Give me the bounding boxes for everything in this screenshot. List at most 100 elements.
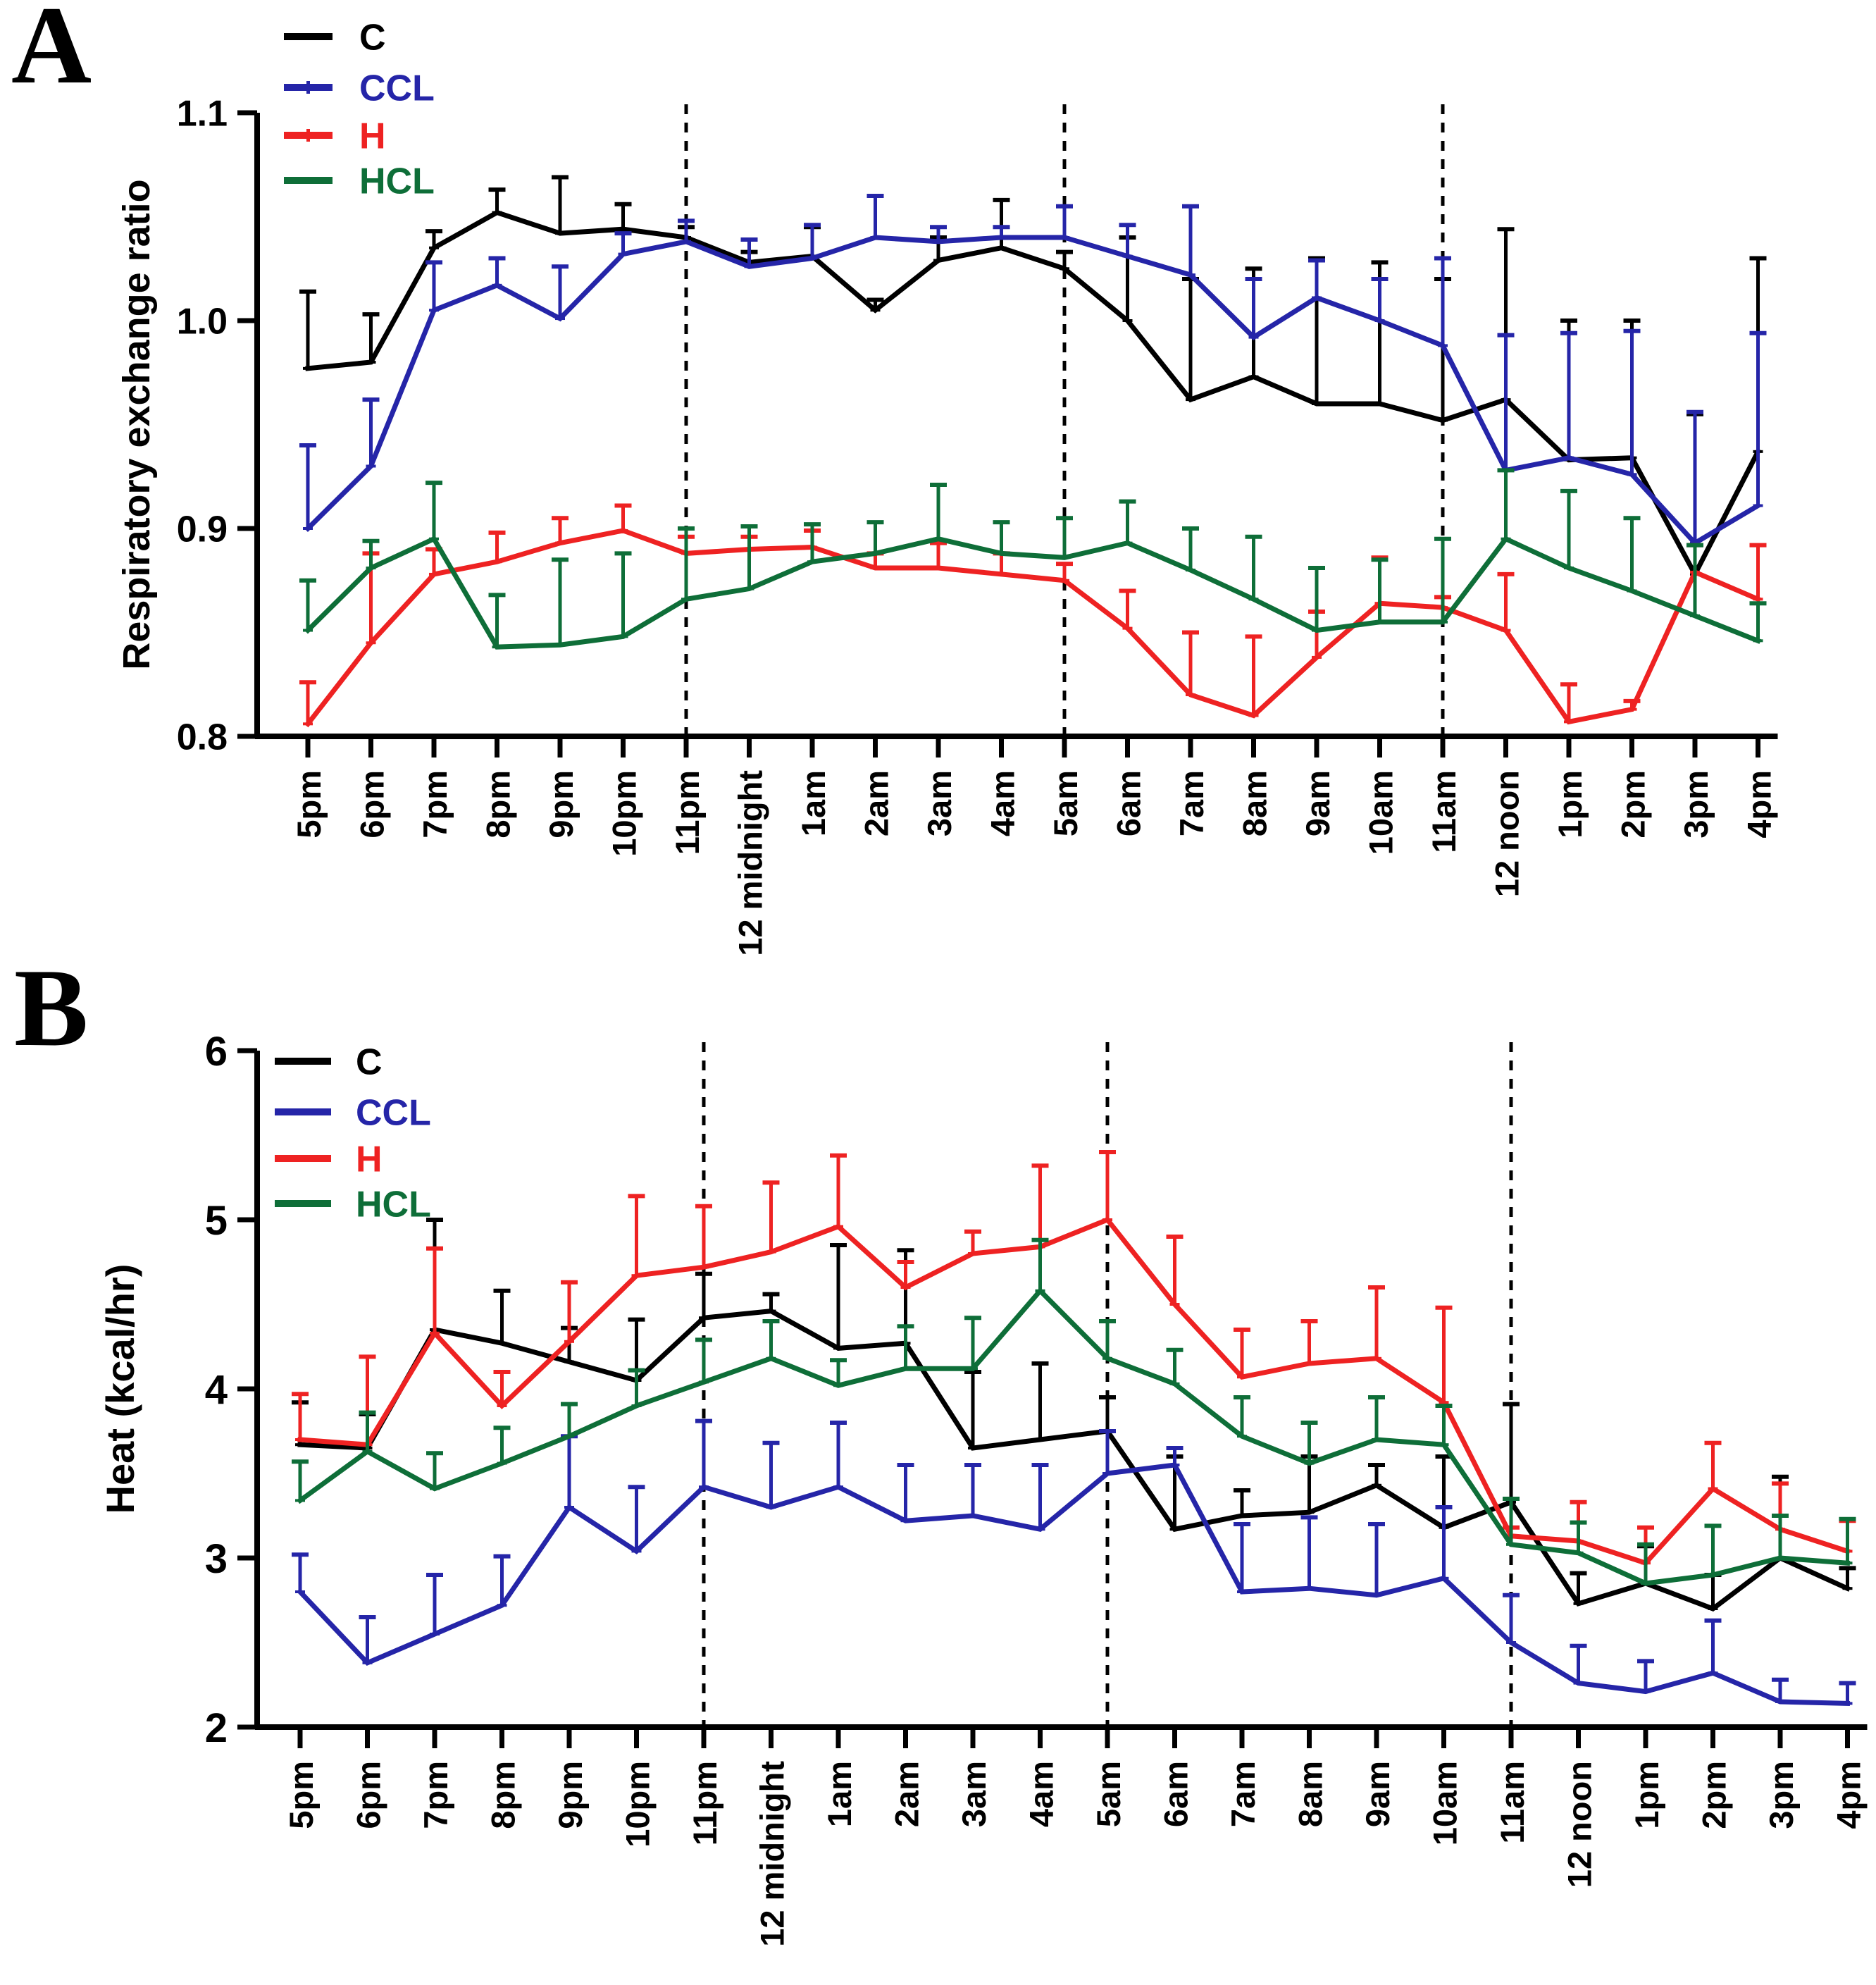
series-C-line bbox=[305, 209, 1762, 580]
x-tick-label-6pm: 6pm bbox=[353, 770, 390, 839]
panel-b-chart: 6 5 4 3 2 5pm 6pm 7pm 8pm 9pm 10pm 11pm 12 midnight 1… bbox=[98, 1029, 1868, 1947]
legend-label-H: H bbox=[356, 1139, 383, 1180]
x-tick-label-7am: 7am bbox=[1224, 1761, 1262, 1827]
legend-label-H: H bbox=[359, 116, 386, 157]
x-tick-label-4am: 4am bbox=[1022, 1761, 1060, 1827]
x-tick-label-10am: 10am bbox=[1426, 1761, 1463, 1845]
series-H bbox=[299, 503, 1767, 728]
x-tick-label-3pm: 3pm bbox=[1677, 770, 1715, 839]
axes: 6 5 4 3 2 5pm 6pm 7pm 8pm 9pm 10pm 11pm 12 midnight 1… bbox=[205, 1029, 1868, 1947]
x-tick-label-2pm: 2pm bbox=[1695, 1761, 1732, 1829]
legend-label-CCL: CCL bbox=[356, 1093, 431, 1134]
series-CCL-error-bars bbox=[292, 1418, 1856, 1705]
x-tick-label-8pm: 8pm bbox=[479, 770, 516, 839]
x-axis-ticks: 5pm 6pm 7pm 8pm 9pm 10pm 11pm 12 midnight 1am 2am… bbox=[282, 1727, 1867, 1947]
series-C-error-bars bbox=[292, 1218, 1856, 1610]
x-tick-label-6pm: 6pm bbox=[349, 1761, 387, 1829]
x-tick-label-9am: 9am bbox=[1299, 770, 1336, 836]
x-tick-label-1pm: 1pm bbox=[1551, 770, 1589, 839]
y-axis-ticks: 1.1 1.0 0.9 0.8 bbox=[177, 94, 257, 758]
series-HCL bbox=[292, 1237, 1856, 1586]
panel-a-letter: A bbox=[11, 0, 92, 107]
x-tick-label-3am: 3am bbox=[921, 770, 958, 836]
legend-label-CCL: CCL bbox=[359, 68, 435, 109]
panel-a-chart: 1.1 1.0 0.9 0.8 5pm 6pm 7pm 8pm 9pm 10pm 11pm 12 mi… bbox=[116, 18, 1778, 956]
x-tick-label-11am: 11am bbox=[1493, 1761, 1531, 1844]
x-tick-label-11pm: 11pm bbox=[669, 770, 706, 855]
x-tick-label-2pm: 2pm bbox=[1614, 770, 1651, 839]
x-tick-label-5pm: 5pm bbox=[282, 1761, 320, 1829]
series-CCL-line bbox=[297, 1462, 1851, 1706]
y-tick-label: 1.0 bbox=[177, 302, 228, 342]
x-tick-label-5am: 5am bbox=[1090, 1761, 1127, 1827]
y-axis-ticks: 6 5 4 3 2 bbox=[205, 1029, 257, 1751]
panel-b-letter: B bbox=[14, 946, 89, 1070]
x-tick-label-1am: 1am bbox=[821, 1761, 858, 1827]
x-tick-label-9am: 9am bbox=[1359, 1761, 1396, 1827]
x-tick-label-4pm: 4pm bbox=[1830, 1761, 1867, 1829]
x-tick-label-10pm: 10pm bbox=[619, 1761, 656, 1848]
y-tick-label: 5 bbox=[205, 1198, 228, 1244]
x-tick-label-5am: 5am bbox=[1047, 770, 1084, 836]
x-tick-label-2am: 2am bbox=[857, 770, 895, 836]
x-tick-label-7pm: 7pm bbox=[416, 770, 454, 839]
y-tick-label: 6 bbox=[205, 1029, 228, 1075]
legend-label-C: C bbox=[359, 18, 386, 58]
x-tick-label-6am: 6am bbox=[1157, 1761, 1194, 1827]
x-tick-label-12-noon: 12 noon bbox=[1488, 770, 1525, 897]
y-tick-label: 2 bbox=[205, 1705, 228, 1751]
y-axis-title: Respiratory exchange ratio bbox=[116, 179, 158, 669]
legend-label-HCL: HCL bbox=[356, 1185, 431, 1225]
x-tick-label-9pm: 9pm bbox=[552, 1761, 589, 1829]
x-tick-label-8am: 8am bbox=[1291, 1761, 1329, 1827]
x-tick-label-2am: 2am bbox=[888, 1761, 925, 1827]
series-C-line bbox=[297, 1309, 1851, 1612]
x-tick-label-1pm: 1pm bbox=[1628, 1761, 1665, 1829]
y-tick-label: 0.9 bbox=[177, 509, 228, 550]
x-tick-label-4am: 4am bbox=[983, 770, 1021, 836]
x-tick-label-12-midnight: 12 midnight bbox=[753, 1761, 790, 1947]
y-tick-label: 0.8 bbox=[177, 717, 228, 758]
y-tick-label: 3 bbox=[205, 1536, 228, 1582]
series-H-line bbox=[297, 1216, 1851, 1566]
legend-label-C: C bbox=[356, 1042, 383, 1083]
x-tick-label-4pm: 4pm bbox=[1740, 770, 1777, 839]
x-tick-label-7pm: 7pm bbox=[417, 1761, 454, 1829]
series-HCL bbox=[299, 468, 1767, 650]
x-tick-label-6am: 6am bbox=[1110, 770, 1147, 836]
x-tick-label-10am: 10am bbox=[1362, 770, 1399, 855]
x-tick-label-7am: 7am bbox=[1173, 770, 1210, 836]
x-tick-label-3pm: 3pm bbox=[1763, 1761, 1800, 1829]
series-C bbox=[292, 1218, 1856, 1612]
x-tick-label-12-noon: 12 noon bbox=[1560, 1761, 1598, 1888]
y-tick-label: 4 bbox=[205, 1367, 228, 1413]
series-CCL bbox=[299, 194, 1767, 547]
y-tick-label: 1.1 bbox=[177, 94, 228, 135]
x-tick-label-8pm: 8pm bbox=[484, 1761, 521, 1829]
legend-label-HCL: HCL bbox=[359, 161, 435, 202]
axes: 1.1 1.0 0.9 0.8 5pm 6pm 7pm 8pm 9pm 10pm 11pm 12 mi… bbox=[177, 94, 1778, 956]
x-tick-label-11am: 11am bbox=[1425, 770, 1462, 853]
series-HCL-error-bars bbox=[292, 1237, 1856, 1585]
dashed-reference-lines bbox=[702, 1042, 1513, 1727]
x-tick-label-12-midnight: 12 midnight bbox=[731, 770, 769, 956]
x-tick-label-9pm: 9pm bbox=[542, 770, 580, 839]
series-HCL-line bbox=[304, 536, 1762, 650]
x-tick-label-11pm: 11pm bbox=[686, 1761, 723, 1845]
series-CCL-error-bars bbox=[299, 194, 1767, 545]
y-axis-title: Heat (kcal/hr) bbox=[98, 1264, 142, 1514]
x-tick-label-3am: 3am bbox=[955, 1761, 993, 1827]
x-tick-label-5pm: 5pm bbox=[290, 770, 328, 839]
series-CCL bbox=[292, 1418, 1856, 1706]
series-HCL-line bbox=[297, 1287, 1851, 1586]
series-CCL-line bbox=[304, 235, 1762, 547]
series-H-line bbox=[304, 528, 1762, 728]
legend: C CCL H HCL bbox=[275, 1042, 431, 1225]
x-tick-label-1am: 1am bbox=[795, 770, 832, 836]
x-tick-label-10pm: 10pm bbox=[605, 770, 642, 857]
x-tick-label-8am: 8am bbox=[1236, 770, 1273, 836]
dashed-reference-lines bbox=[684, 104, 1445, 736]
x-axis-ticks: 5pm 6pm 7pm 8pm 9pm 10pm 11pm 12 midnight 1am 2am… bbox=[290, 736, 1777, 956]
